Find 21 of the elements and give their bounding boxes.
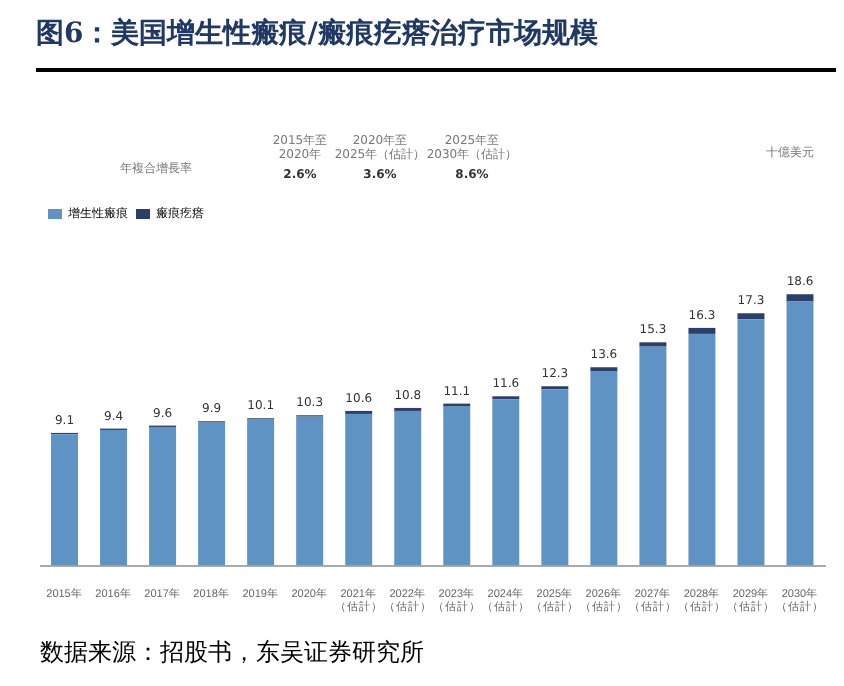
bar [688,327,716,334]
bar [590,371,618,566]
bar [345,413,373,566]
bar [100,429,128,566]
bar [786,294,814,302]
bar [198,422,226,566]
bar [492,399,520,566]
bar [247,419,275,566]
bar [786,301,814,566]
bar [296,416,324,566]
bar [639,346,667,566]
bar [51,434,78,566]
source-note: 数据来源：招股书，东吴证券研究所 [40,636,424,670]
bar [443,406,471,566]
bar [394,410,422,566]
bar [737,319,765,566]
bar [737,313,765,320]
bar [149,426,177,566]
chart-title: 图6：美国增生性瘢痕/瘢痕疙瘩治疗市场规模 [36,16,598,52]
bar [541,389,569,566]
bar [688,333,716,566]
